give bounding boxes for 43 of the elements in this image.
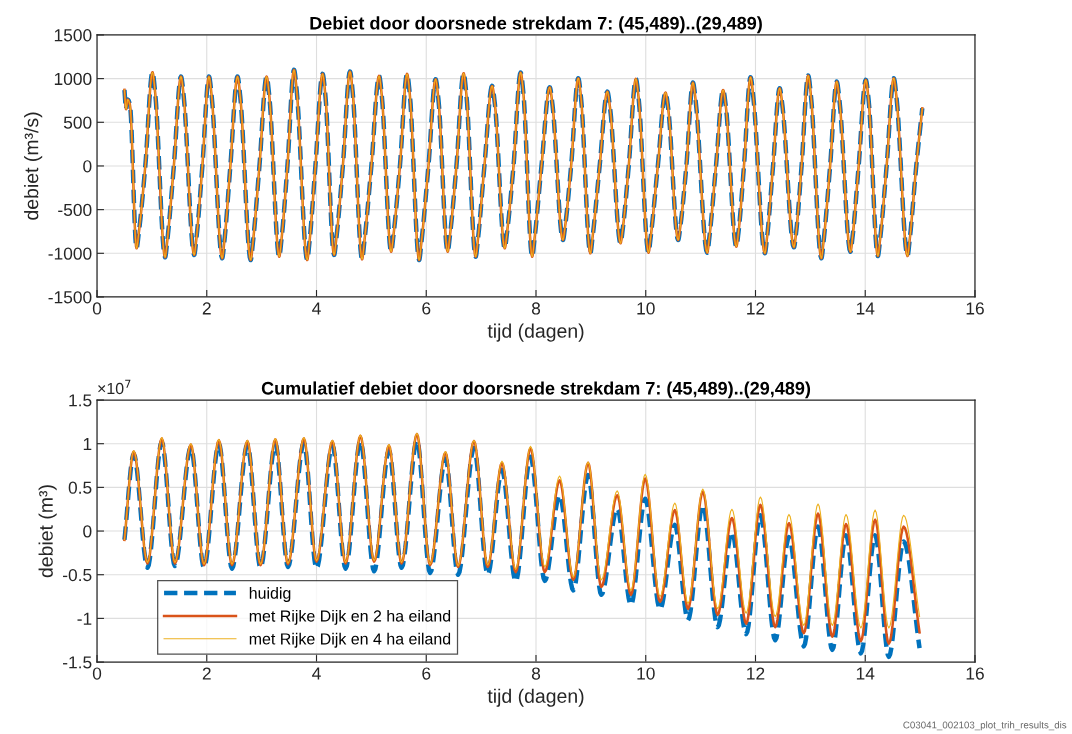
- y-tick-label: -1500: [48, 291, 92, 304]
- x-tick-label: 6: [422, 302, 431, 315]
- x-tick-label: 0: [92, 667, 102, 680]
- x-axis-title: tijd (dagen): [487, 688, 584, 707]
- x-tick-label: 14: [856, 667, 875, 680]
- x-tick-label: 8: [531, 302, 541, 315]
- x-tick-label: 16: [966, 302, 984, 315]
- x-tick-label: 14: [856, 302, 875, 315]
- y-tick-label: 0.5: [68, 481, 92, 494]
- y-tick-label: -1.5: [63, 656, 92, 669]
- y-tick-label: -500: [58, 203, 92, 217]
- x-tick-label: 2: [202, 302, 211, 315]
- x-tick-label: 4: [312, 667, 321, 680]
- x-tick-label: 2: [202, 667, 211, 680]
- legend-label: met Rijke Dijk en 4 ha eiland: [249, 632, 451, 648]
- y-tick-label: -1000: [48, 247, 92, 260]
- y-tick-label: 1: [83, 438, 92, 450]
- text: ×10$^{7}$: [98, 379, 131, 395]
- x-tick-label: 10: [637, 302, 655, 315]
- y-tick-label: -0.5: [63, 568, 92, 582]
- text: C03041_002103_plot_trih_results_dis: [903, 721, 1067, 731]
- x-tick-label: 0: [92, 302, 102, 315]
- x-tick-label: 8: [531, 667, 541, 680]
- legend-label: met Rijke Dijk en 2 ha eiland: [249, 609, 451, 625]
- y-axis-title: debiet (m³/s): [24, 112, 43, 220]
- chart-title: Cumulatief debiet door doorsnede strekdam 7: (45,489)..(29,489): [261, 381, 811, 399]
- y-tick-label: 1000: [54, 72, 92, 86]
- y-axis-title: debiet (m³): [38, 485, 57, 578]
- y-tick-label: 0: [83, 160, 92, 173]
- x-axis-title: tijd (dagen): [487, 323, 584, 342]
- y-tick-label: 0: [83, 525, 92, 538]
- x-tick-label: 10: [637, 667, 655, 680]
- y-tick-label: 500: [63, 116, 92, 129]
- y-tick-label: 1.5: [69, 394, 92, 407]
- chart-title: Debiet door doorsnede strekdam 7: (45,489)..(29,489): [310, 16, 762, 34]
- legend-label: huidig: [249, 587, 291, 602]
- x-tick-label: 12: [747, 667, 765, 680]
- x-tick-label: 16: [966, 667, 984, 680]
- y-tick-label: -1: [77, 612, 92, 625]
- x-tick-label: 6: [422, 667, 431, 680]
- x-tick-label: 4: [312, 302, 321, 315]
- x-tick-label: 12: [747, 302, 765, 315]
- y-tick-label: 1500: [54, 29, 92, 42]
